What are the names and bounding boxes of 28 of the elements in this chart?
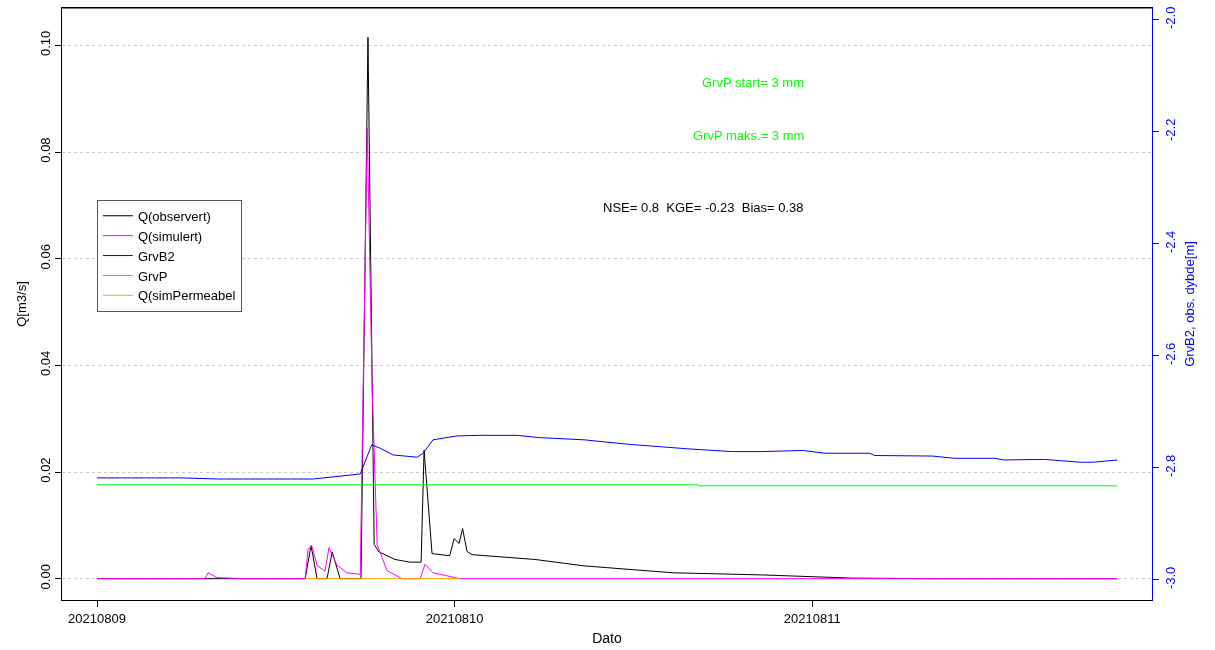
y2-tick-label: -2.0: [1162, 6, 1178, 30]
y-tick-label: 0.02: [37, 457, 53, 483]
legend-label: Q(simPermeabel: [137, 288, 236, 304]
y2-tick-label: -2.6: [1162, 342, 1178, 366]
y-tick-label: 0.10: [37, 30, 53, 57]
legend-label: Q(observert): [137, 208, 211, 224]
y-tick-label: 0.06: [37, 244, 53, 270]
y2-tick-label: -2.4: [1162, 230, 1178, 254]
y-tick-label: 0.00: [37, 564, 53, 590]
legend-label: GrvB2: [137, 248, 175, 264]
annotation: NSE= 0.8 KGE= -0.23 Bias= 0.38: [603, 200, 804, 215]
annotation: GrvP start= 3 mm: [702, 75, 804, 90]
legend-label: Q(simulert): [137, 228, 203, 244]
line-series: [96, 434, 1118, 480]
annotation: GrvP maks.= 3 mm: [693, 128, 805, 143]
y2-tick-label: -3.0: [1162, 566, 1178, 590]
y2-tick-label: -2.8: [1162, 454, 1178, 478]
x-tick-label: 20210810: [425, 610, 484, 626]
y-tick-label: 0.04: [37, 350, 53, 377]
x-tick-label: 20210811: [783, 610, 841, 626]
legend-label: GrvP: [137, 268, 168, 284]
y-tick-label: 0.08: [37, 137, 53, 163]
line-series: [96, 127, 1118, 580]
y-axis-title: Q[m3/s]: [13, 281, 29, 327]
y2-axis-title: GrvB2, obs. dybde[m]: [1182, 241, 1198, 367]
y2-tick-label: -2.2: [1162, 118, 1178, 142]
x-axis-title: Dato: [592, 629, 622, 646]
x-tick-label: 20210809: [68, 610, 126, 626]
